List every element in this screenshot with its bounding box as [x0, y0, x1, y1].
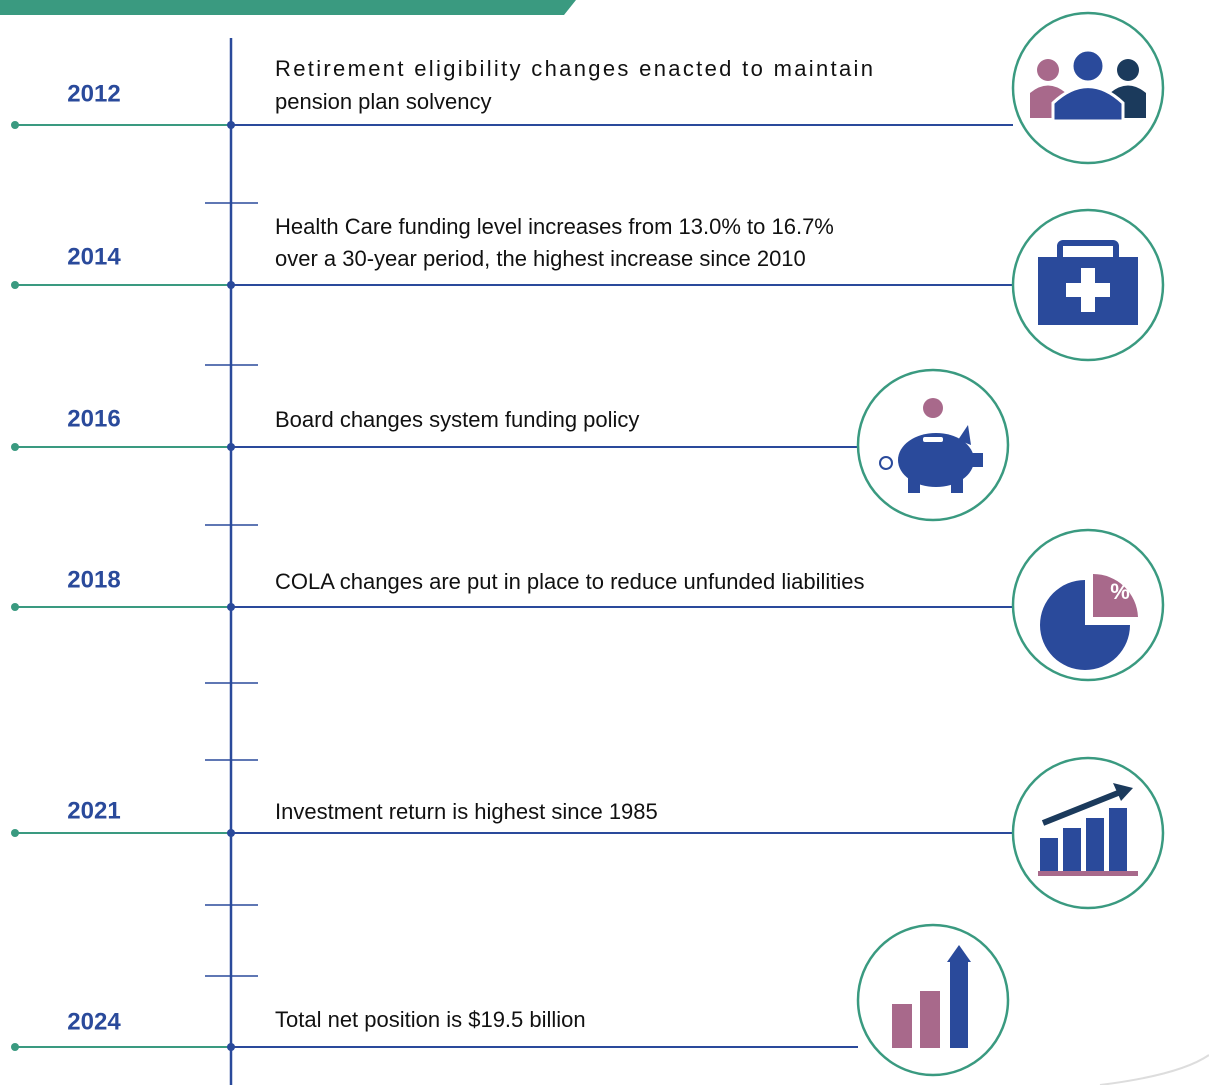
- event-icon: [1011, 756, 1165, 910]
- icon-part: [923, 398, 943, 418]
- event-icon: [856, 368, 1010, 522]
- icon-part: [1041, 790, 1120, 826]
- green-dot: [11, 121, 19, 129]
- icon-part: [879, 456, 893, 470]
- axis-dot: [227, 281, 235, 289]
- year-label: 2021: [67, 797, 120, 824]
- icon-part: [1051, 85, 1125, 123]
- icon-part: [1040, 580, 1130, 670]
- green-dot: [11, 603, 19, 611]
- axis-dot: [227, 121, 235, 129]
- event-text: Investment return is highest since 1985: [275, 799, 658, 824]
- icon-part: [923, 437, 943, 442]
- minor-ticks: [205, 202, 258, 977]
- icon-part: [1109, 808, 1127, 871]
- event-icon: [1011, 11, 1165, 165]
- event-icon: [1011, 208, 1165, 362]
- year-label: 2012: [67, 80, 120, 107]
- icon-part: [950, 960, 968, 1048]
- event-text: Retirement eligibility changes enacted t…: [275, 56, 873, 81]
- icon-label: %: [1110, 579, 1130, 604]
- icon-part: [1117, 59, 1139, 81]
- icon-part: [969, 453, 983, 467]
- icon-part: [1063, 828, 1081, 871]
- event-text: Health Care funding level increases from…: [275, 214, 834, 239]
- icon-part: [920, 991, 940, 1048]
- event-text: Board changes system funding policy: [275, 407, 639, 432]
- event-text: Total net position is $19.5 billion: [275, 1007, 586, 1032]
- icon-part: [1038, 871, 1138, 876]
- year-label: 2014: [67, 243, 121, 270]
- green-dot: [11, 443, 19, 451]
- icon-part: [947, 945, 971, 962]
- icon-part: [908, 473, 920, 493]
- year-label: 2018: [67, 566, 120, 593]
- event-text: pension plan solvency: [275, 89, 491, 114]
- icon-part: [1113, 783, 1133, 801]
- icon-part: [892, 1004, 912, 1048]
- icon-part: [1037, 59, 1059, 81]
- icon-part: [1070, 48, 1106, 84]
- icon-part: [1086, 818, 1104, 871]
- corner-curve: [1099, 1054, 1209, 1085]
- year-label: 2024: [67, 1008, 121, 1035]
- axis-dot: [227, 603, 235, 611]
- icon-part: [958, 425, 971, 445]
- icon-part: [1066, 283, 1110, 297]
- header-bar: [0, 0, 576, 15]
- green-dot: [11, 1043, 19, 1051]
- icon-part: [951, 473, 963, 493]
- event-icon: [856, 923, 1010, 1077]
- event-text: COLA changes are put in place to reduce …: [275, 569, 865, 594]
- event-icon: %: [1011, 528, 1165, 682]
- axis-dot: [227, 829, 235, 837]
- axis-dot: [227, 1043, 235, 1051]
- green-dot: [11, 281, 19, 289]
- event-text: over a 30-year period, the highest incre…: [275, 246, 806, 271]
- axis-dot: [227, 443, 235, 451]
- green-dot: [11, 829, 19, 837]
- icon-part: [1093, 574, 1138, 617]
- year-label: 2016: [67, 405, 120, 432]
- icon-part: [1040, 838, 1058, 871]
